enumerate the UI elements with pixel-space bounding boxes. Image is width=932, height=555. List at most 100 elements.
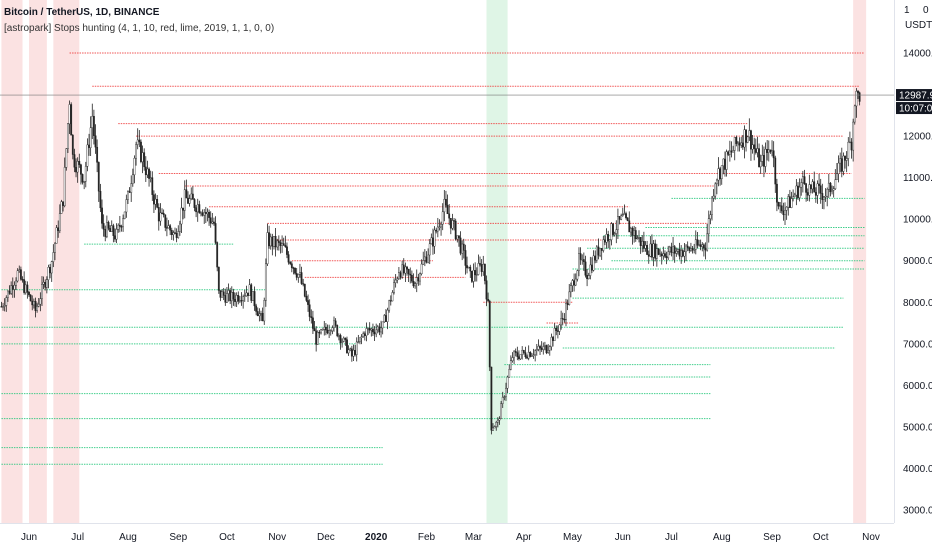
time-badge-value: 10:07:04 <box>899 104 932 115</box>
candle-body <box>709 214 712 219</box>
candle-body <box>654 243 657 259</box>
candle-body <box>372 328 374 333</box>
indicator-legend[interactable]: [astropark] Stops hunting (4, 1, 10, red… <box>4 23 275 34</box>
candle-body <box>776 183 778 203</box>
time-tick-label: Jun <box>615 532 631 543</box>
candle-body <box>170 229 173 235</box>
candle-body <box>578 253 580 271</box>
candle-body <box>419 273 421 282</box>
price-tick-label: 10000.00 <box>903 215 932 226</box>
candle-body <box>13 285 16 290</box>
highlight-band-red <box>29 0 47 523</box>
candle-body <box>839 158 842 164</box>
candle-body <box>745 129 747 143</box>
candle-body <box>471 270 473 282</box>
candle-body <box>326 329 329 334</box>
candle-body <box>123 211 126 219</box>
candle-body <box>75 167 77 173</box>
candle-body <box>531 355 533 357</box>
candle-body <box>19 269 22 280</box>
candle-body <box>847 141 850 159</box>
candle-body <box>464 250 467 266</box>
time-tick-label: Aug <box>713 532 731 543</box>
candle-body <box>316 332 319 345</box>
time-axis[interactable]: Jun Jul Aug Sep Oct Nov Dec 2020 Feb Mar Apr May Jun… <box>21 532 880 543</box>
candle-body <box>201 212 204 216</box>
candle-body <box>284 245 287 247</box>
price-badge-value: 12987.98 <box>899 91 932 102</box>
candle-body <box>483 263 486 281</box>
scale-mode[interactable]: 1 <box>904 5 910 16</box>
candle-body <box>290 263 293 268</box>
candle-body <box>7 290 9 298</box>
candle-body <box>560 318 563 326</box>
candle-body <box>313 328 316 332</box>
candle-body <box>122 218 124 227</box>
candle-body <box>71 134 74 155</box>
candle-body <box>144 166 147 176</box>
candle-body <box>599 248 601 256</box>
candle-body <box>579 253 582 260</box>
candle-body <box>686 245 689 248</box>
candle-body <box>55 227 58 244</box>
candle-body <box>832 188 835 191</box>
scale-mode-label[interactable]: 1 <box>904 5 910 16</box>
candle-body <box>821 193 824 200</box>
candle-body <box>725 151 728 170</box>
candle-body <box>662 253 665 257</box>
candle-body <box>67 123 69 149</box>
candle-body <box>131 174 134 184</box>
candle-body <box>420 263 423 275</box>
candle-body <box>237 295 240 302</box>
candle-body <box>680 250 683 257</box>
candle-body <box>690 248 692 251</box>
candle-body <box>148 168 150 179</box>
highlight-band-red <box>53 0 80 523</box>
candle-body <box>84 166 87 182</box>
candle-body <box>743 129 746 148</box>
candle-body <box>292 267 295 269</box>
candle-body <box>500 403 503 420</box>
candle-body <box>827 182 830 190</box>
candle-body <box>584 261 587 276</box>
candle-body <box>544 345 546 347</box>
candle-body <box>250 284 253 301</box>
candle-body <box>485 280 488 300</box>
candle-body <box>337 335 340 337</box>
candle-body <box>172 232 175 235</box>
candle-body <box>191 193 194 200</box>
candle-body <box>229 290 232 302</box>
candle-body <box>505 387 507 397</box>
candle-body <box>728 150 731 155</box>
candle-body <box>401 264 404 278</box>
candle-body <box>342 337 345 342</box>
candle-body <box>91 115 94 129</box>
candle-body <box>634 230 637 240</box>
candle-body <box>94 135 97 148</box>
candle-body <box>831 190 833 193</box>
candle-body <box>321 329 324 331</box>
candle-body <box>248 284 251 296</box>
candle-body <box>569 285 572 293</box>
candle-body <box>423 256 426 261</box>
candle-body <box>547 350 550 354</box>
candle-body <box>813 181 816 193</box>
candle-body <box>92 115 95 136</box>
candle-body <box>334 320 337 326</box>
symbol-title[interactable]: Bitcoin / TetherUS, 1D, BINANCE <box>4 7 160 18</box>
candle-body <box>286 246 288 255</box>
candle-body <box>154 198 157 205</box>
candle-body <box>623 213 626 215</box>
candle-body <box>771 150 773 153</box>
candle-body <box>535 349 538 351</box>
candle-body <box>373 331 376 335</box>
candle-body <box>454 220 457 240</box>
candle-body <box>556 330 559 332</box>
candle-body <box>521 350 524 355</box>
candle-body <box>698 244 700 246</box>
candle-body <box>324 326 327 331</box>
candle-body <box>488 300 491 368</box>
candle-body <box>177 231 180 238</box>
